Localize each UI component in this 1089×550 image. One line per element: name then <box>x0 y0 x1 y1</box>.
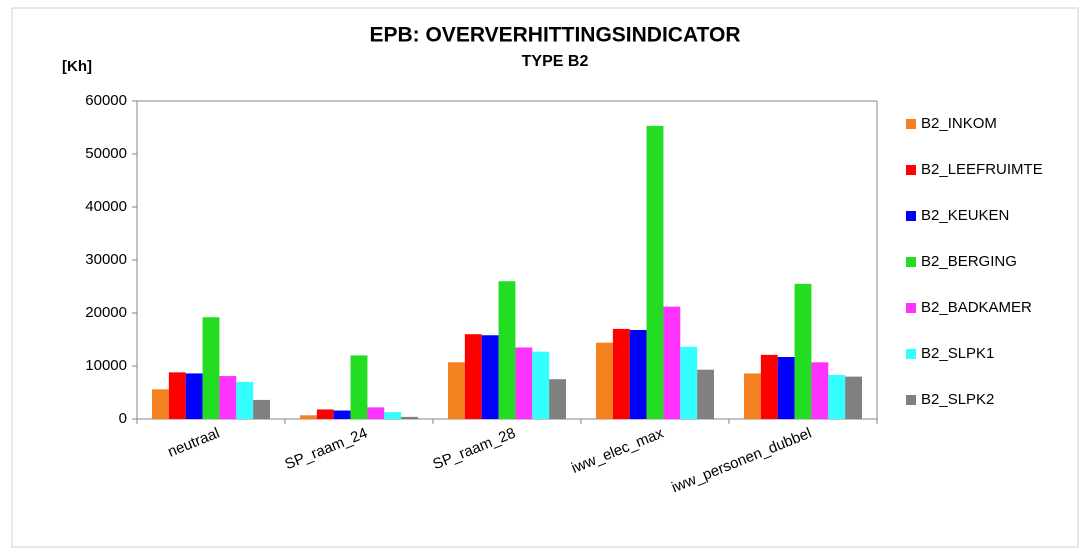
bar <box>498 281 516 419</box>
legend-label: B2_BERGING <box>921 253 1017 270</box>
legend-label: B2_SLPK1 <box>921 345 994 362</box>
bar <box>549 379 566 419</box>
bar <box>448 362 465 419</box>
chart-subtitle: TYPE B2 <box>522 53 589 70</box>
bar <box>236 381 254 419</box>
bar <box>596 342 613 419</box>
bar <box>828 375 846 419</box>
y-tick-label: 30000 <box>85 251 127 268</box>
legend-label: B2_INKOM <box>921 115 997 132</box>
legend-label: B2_LEEFRUIMTE <box>921 161 1043 178</box>
legend-swatch <box>906 165 916 175</box>
legend-swatch <box>906 119 916 129</box>
bar <box>253 399 270 419</box>
y-tick-label: 40000 <box>85 198 127 215</box>
bar <box>333 410 351 419</box>
legend-swatch <box>906 303 916 313</box>
bar <box>152 389 169 419</box>
legend-swatch <box>906 211 916 221</box>
legend-label: B2_BADKAMER <box>921 299 1032 316</box>
y-tick-label: 60000 <box>85 92 127 109</box>
bar <box>646 125 664 419</box>
bar <box>744 373 761 419</box>
bar <box>697 369 714 419</box>
bar <box>845 376 862 419</box>
bar <box>811 362 829 419</box>
chart-title: EPB: OVERVERHITTINGSINDICATOR <box>369 24 740 47</box>
chart-frame <box>11 7 1079 548</box>
bar <box>316 409 334 419</box>
bar <box>629 329 647 419</box>
legend-swatch <box>906 257 916 267</box>
bar <box>384 412 402 419</box>
bar <box>794 283 812 419</box>
bar <box>612 328 630 419</box>
bar <box>300 415 317 419</box>
bar <box>219 376 237 419</box>
bar <box>401 416 418 419</box>
legend-swatch <box>906 395 916 405</box>
bar <box>168 372 186 419</box>
legend-label: B2_KEUKEN <box>921 207 1009 224</box>
y-tick-label: 0 <box>119 410 127 427</box>
y-tick-label: 10000 <box>85 357 127 374</box>
bar <box>464 334 482 419</box>
bar <box>515 347 533 419</box>
y-axis-label: [Kh] <box>62 58 92 75</box>
bar <box>202 317 220 419</box>
legend-swatch <box>906 349 916 359</box>
bar <box>680 346 698 419</box>
bar <box>367 407 385 419</box>
bar <box>777 356 795 419</box>
bar <box>760 354 778 419</box>
bar <box>185 373 203 419</box>
bar <box>663 306 681 419</box>
legend-label: B2_SLPK2 <box>921 391 994 408</box>
bar <box>532 351 550 419</box>
y-tick-label: 50000 <box>85 145 127 162</box>
bar <box>350 355 368 419</box>
y-tick-label: 20000 <box>85 304 127 321</box>
bar <box>481 335 499 419</box>
